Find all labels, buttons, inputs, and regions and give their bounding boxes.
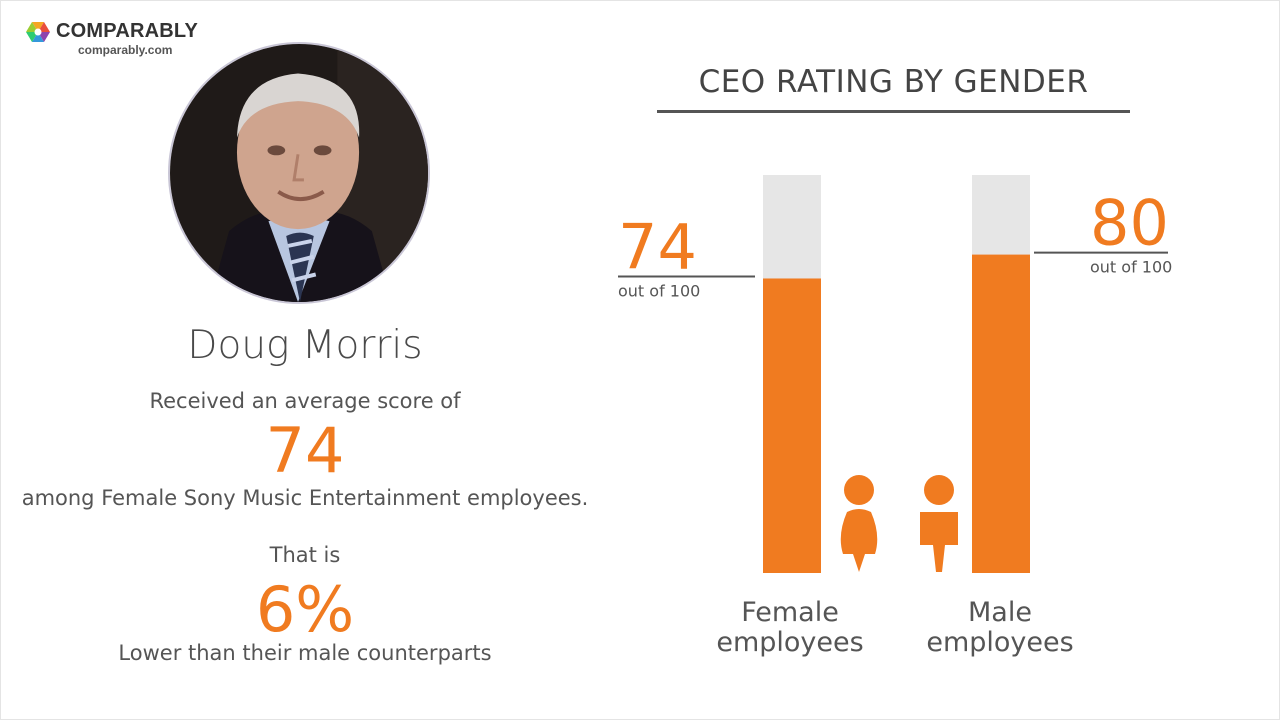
received-text: Received an average score of [149, 389, 461, 413]
ceo-name: Doug Morris [187, 323, 423, 368]
category-label-male: Male employees [910, 598, 1090, 658]
female-person-icon-body [840, 509, 878, 572]
male-person-icon-head [924, 475, 954, 505]
comparably-logo-icon [26, 22, 50, 42]
out-of-label-male: out of 100 [1090, 258, 1172, 277]
bar-female [763, 278, 821, 573]
ceo-portrait-image [170, 44, 428, 302]
chart-title: CEO RATING BY GENDER [698, 64, 1089, 100]
ceo-portrait [168, 42, 430, 304]
category-label-female-line1: Female [741, 597, 839, 628]
male-person-icon-body [920, 512, 958, 572]
gender-rating-chart: 74 out of 100 80 out of 100 [600, 150, 1240, 590]
comparably-logo[interactable]: COMPARABLY comparably.com [26, 18, 226, 60]
out-of-label-female: out of 100 [618, 281, 700, 300]
category-label-female: Female employees [700, 598, 880, 658]
value-label-female: 74 [618, 210, 697, 283]
lower-text: Lower than their male counterparts [118, 641, 492, 665]
brand-url[interactable]: comparably.com [78, 43, 173, 57]
value-label-male: 80 [1090, 187, 1169, 260]
category-label-male-line1: Male [968, 597, 1032, 628]
that-is-text: That is [269, 543, 341, 567]
category-label-female-line2: employees [716, 627, 864, 658]
brand-name: COMPARABLY [56, 20, 199, 42]
bar-male [972, 254, 1030, 573]
category-label-male-line2: employees [926, 627, 1074, 658]
among-text: among Female Sony Music Entertainment em… [21, 486, 589, 510]
female-person-icon-head [844, 475, 874, 505]
chart-title-underline [657, 110, 1130, 113]
average-score: 74 [265, 414, 345, 487]
difference-percent: 6% [255, 573, 355, 646]
